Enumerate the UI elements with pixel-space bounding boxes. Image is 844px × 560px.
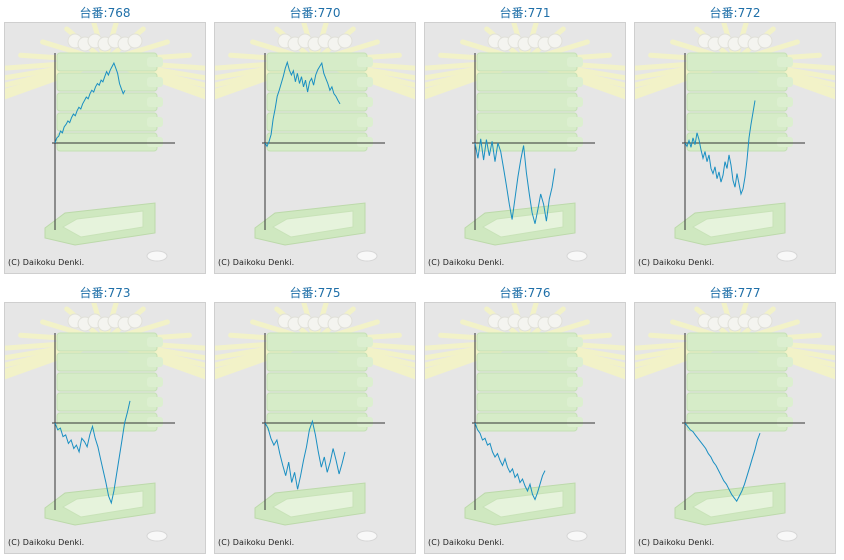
machine-title: 台番:770 [289,6,341,20]
slump-graph-panel[interactable]: (C) Daikoku Denki. [4,22,206,274]
machine-card: 台番:777 (C) Daikoku Denki. [630,280,840,560]
ball-tray-decoration [254,202,366,246]
machine-card: 台番:770 (C) Daikoku Denki. [210,0,420,280]
panel-background [635,23,835,262]
slump-graph-panel[interactable]: (C) Daikoku Denki. [424,22,626,274]
copyright-text: (C) Daikoku Denki. [8,538,85,547]
slump-chart [682,53,805,230]
slump-graph-panel[interactable]: (C) Daikoku Denki. [424,302,626,554]
ball-tray-decoration [44,482,156,526]
machine-title: 台番:776 [499,286,551,300]
panel-background [5,303,205,542]
slump-chart [472,333,595,510]
machine-title: 台番:777 [709,286,761,300]
machine-title: 台番:773 [79,286,131,300]
machine-title: 台番:772 [709,6,761,20]
machine-card: 台番:773 (C) Daikoku Denki. [0,280,210,560]
coin-decoration [776,250,798,262]
slump-chart [262,53,385,230]
slump-graph-panel[interactable]: (C) Daikoku Denki. [214,302,416,554]
coin-decoration [776,530,798,542]
slump-chart [682,333,805,510]
pachinko-balls-decoration [67,33,143,52]
trend-line [474,138,556,224]
machine-card: 台番:768 (C) Daikoku Denki. [0,0,210,280]
ball-tray-decoration [44,202,156,246]
machine-card: 台番:775 (C) Daikoku Denki. [210,280,420,560]
pachinko-balls-decoration [697,33,773,52]
copyright-text: (C) Daikoku Denki. [218,538,295,547]
pachinko-balls-decoration [277,313,353,332]
ball-box-stack-decoration [266,332,373,432]
coin-decoration [566,530,588,542]
copyright-text: (C) Daikoku Denki. [428,258,505,267]
trend-line [684,422,761,503]
ball-box-stack-decoration [686,332,793,432]
pachinko-balls-decoration [697,313,773,332]
machine-card: 台番:776 (C) Daikoku Denki. [420,280,630,560]
slump-graph-panel[interactable]: (C) Daikoku Denki. [634,302,836,554]
pachinko-balls-decoration [277,33,353,52]
coin-decoration [356,530,378,542]
coin-decoration [566,250,588,262]
ball-tray-decoration [254,482,366,526]
slump-chart [52,333,175,510]
panel-background [635,303,835,542]
panel-background [215,23,415,262]
pachinko-balls-decoration [67,313,143,332]
slump-chart [262,333,385,510]
panel-background [215,303,415,542]
coin-decoration [146,530,168,542]
copyright-text: (C) Daikoku Denki. [638,538,715,547]
machine-title: 台番:771 [499,6,551,20]
panel-background [5,23,205,262]
panel-background [425,303,625,542]
machine-card: 台番:772 (C) Daikoku Denki. [630,0,840,280]
trend-line [264,419,346,490]
slump-graph-panel[interactable]: (C) Daikoku Denki. [634,22,836,274]
ball-tray-decoration [674,202,786,246]
pachinko-balls-decoration [487,33,563,52]
ball-box-stack-decoration [476,52,583,152]
copyright-text: (C) Daikoku Denki. [8,258,85,267]
slump-graph-panel[interactable]: (C) Daikoku Denki. [214,22,416,274]
ball-box-stack-decoration [476,332,583,432]
copyright-text: (C) Daikoku Denki. [638,258,715,267]
machine-title: 台番:768 [79,6,131,20]
panel-background [425,23,625,262]
trend-line [54,61,126,144]
ball-tray-decoration [464,482,576,526]
copyright-text: (C) Daikoku Denki. [218,258,295,267]
trend-line [54,400,131,505]
coin-decoration [356,250,378,262]
pachinko-balls-decoration [487,313,563,332]
machine-title: 台番:775 [289,286,341,300]
ball-box-stack-decoration [56,332,163,432]
coin-decoration [146,250,168,262]
trend-line [474,422,546,501]
machine-card: 台番:771 (C) Daikoku Denki. [420,0,630,280]
copyright-text: (C) Daikoku Denki. [428,538,505,547]
slump-chart [52,53,175,230]
ball-box-stack-decoration [686,52,793,152]
slump-graph-panel[interactable]: (C) Daikoku Denki. [4,302,206,554]
ball-box-stack-decoration [266,52,373,152]
slump-chart [472,53,595,230]
trend-line [684,100,756,196]
ball-tray-decoration [674,482,786,526]
trend-line [264,60,341,148]
